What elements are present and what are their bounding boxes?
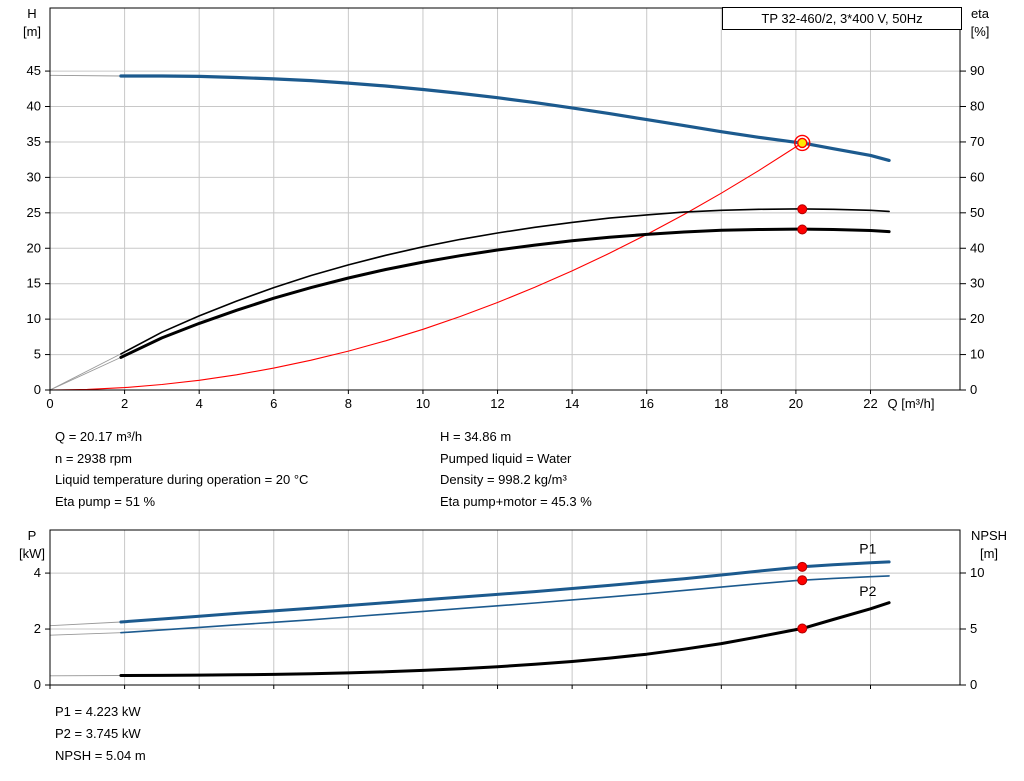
- system-curve: [49, 142, 803, 391]
- x-tick-label: 16: [639, 396, 653, 411]
- y-left-tick-label: 5: [34, 347, 41, 362]
- p1-curve: [119, 560, 891, 624]
- y-left-tick-label: 10: [27, 311, 41, 326]
- x-tick-label: 8: [345, 396, 352, 411]
- p1-point: [797, 561, 808, 572]
- duty-point-ring: [794, 134, 811, 152]
- x-tick-label: 4: [196, 396, 203, 411]
- y-left-tick-label: 35: [27, 134, 41, 149]
- x-tick-label: 2: [121, 396, 128, 411]
- x-tick-label: 0: [46, 396, 53, 411]
- p2-curve: [120, 575, 890, 634]
- x-tick-label: 22: [863, 396, 877, 411]
- y-left-tick-label: 30: [27, 169, 41, 184]
- y-left-tick-label: 25: [27, 205, 41, 220]
- p2-value-text: P2 = 3.745 kW: [55, 726, 141, 741]
- npsh-point: [797, 623, 808, 634]
- y-left-axis-label: H: [27, 6, 36, 21]
- p1-value-text: P1 = 4.223 kW: [55, 704, 141, 719]
- npsh-value-text: NPSH = 5.04 m: [55, 748, 146, 763]
- head-curve: [119, 74, 891, 162]
- duty-speed-text: n = 2938 rpm: [55, 450, 132, 466]
- y-left-tick-label: 15: [27, 276, 41, 291]
- x-tick-label: 12: [490, 396, 504, 411]
- duty-info-right: H = 34.86 m Pumped liquid = Water Densit…: [440, 426, 592, 512]
- y-right-tick-label: 20: [970, 311, 984, 326]
- duty-eta-pump-text: Eta pump = 51 %: [55, 493, 156, 509]
- lead-line-eta-pump: [49, 353, 122, 391]
- y-right-axis-label: NPSH: [971, 528, 1007, 543]
- y-left-tick-label: 0: [34, 382, 41, 397]
- x-tick-label: 20: [789, 396, 803, 411]
- duty-eta-pump-motor-text: Eta pump+motor = 45.3 %: [440, 493, 592, 509]
- duty-info-left: Q = 20.17 m³/h n = 2938 rpm Liquid tempe…: [55, 426, 308, 512]
- y-left-tick-label: 0: [34, 677, 41, 692]
- duty-density-text: Density = 998.2 kg/m³: [440, 472, 567, 487]
- y-right-tick-label: 30: [970, 276, 984, 291]
- y-right-tick-label: 50: [970, 205, 984, 220]
- y-right-tick-label: 10: [970, 347, 984, 362]
- duty-flow-text: Q = 20.17 m³/h: [55, 429, 143, 444]
- y-right-tick-label: 80: [970, 99, 984, 114]
- y-left-tick-label: 2: [34, 621, 41, 636]
- y-left-axis-label: [kW]: [19, 546, 45, 561]
- x-tick-label: 18: [714, 396, 728, 411]
- y-right-axis-label: [%]: [971, 24, 990, 39]
- y-left-tick-label: 4: [34, 565, 41, 580]
- y-right-axis-label: [m]: [980, 546, 998, 561]
- duty-liquid-text: Pumped liquid = Water: [440, 450, 572, 466]
- duty-point: [797, 137, 808, 149]
- curve-label-p1: P1: [859, 541, 876, 557]
- p2-point: [797, 575, 808, 586]
- x-tick-label: 10: [416, 396, 430, 411]
- eta-pump-point: [797, 204, 808, 215]
- y-left-tick-label: 45: [27, 63, 41, 78]
- x-tick-label: 6: [270, 396, 277, 411]
- y-right-axis-label: eta: [971, 6, 990, 21]
- x-tick-label: 14: [565, 396, 579, 411]
- pump-type-label: TP 32-460/2, 3*400 V, 50Hz: [722, 7, 962, 30]
- lead-line-p2: [49, 632, 122, 636]
- y-right-tick-label: 0: [970, 382, 977, 397]
- curve-label-p2: P2: [859, 583, 876, 599]
- y-right-tick-label: 90: [970, 63, 984, 78]
- lead-line-eta-pump-motor: [49, 356, 122, 391]
- y-left-axis-label: P: [28, 528, 37, 543]
- y-left-axis-label: [m]: [23, 24, 41, 39]
- y-right-tick-label: 10: [970, 565, 984, 580]
- y-right-tick-label: 40: [970, 240, 984, 255]
- lead-line-p1: [49, 621, 122, 627]
- plot-border: [49, 7, 961, 391]
- x-axis-unit-label: Q [m³/h]: [887, 396, 934, 411]
- duty-temperature-text: Liquid temperature during operation = 20…: [55, 472, 309, 487]
- y-right-tick-label: 5: [970, 621, 977, 636]
- y-left-tick-label: 20: [27, 240, 41, 255]
- y-right-tick-label: 0: [970, 677, 977, 692]
- plot-border: [49, 529, 961, 686]
- y-left-tick-label: 40: [27, 99, 41, 114]
- y-right-tick-label: 70: [970, 134, 984, 149]
- y-right-tick-label: 60: [970, 169, 984, 184]
- eta-pump-motor-point: [797, 224, 808, 235]
- lead-line-head: [49, 74, 122, 77]
- power-info: P1 = 4.223 kW P2 = 3.745 kW NPSH = 5.04 …: [55, 701, 146, 767]
- duty-head-text: H = 34.86 m: [440, 429, 512, 444]
